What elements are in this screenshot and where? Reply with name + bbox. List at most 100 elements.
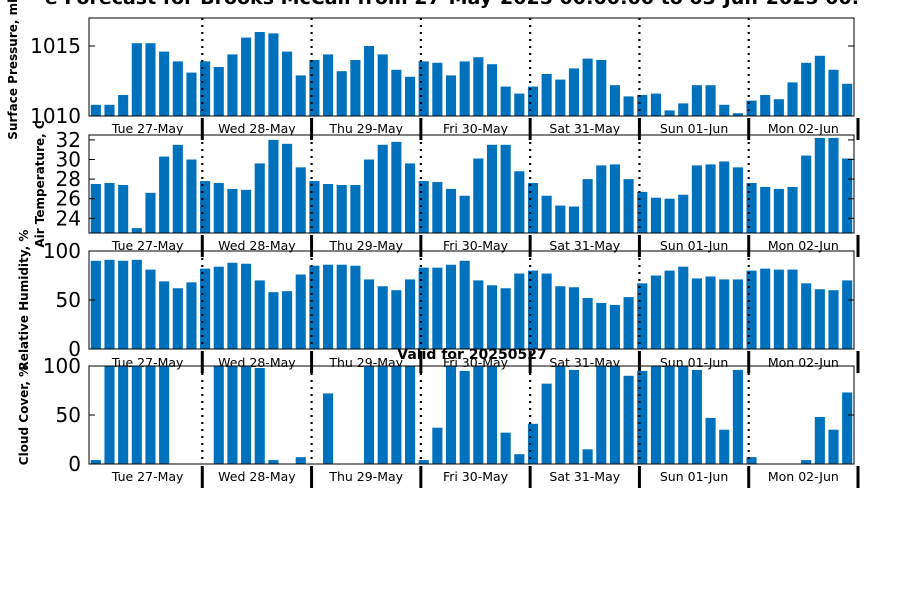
data-bar (241, 189, 252, 233)
y-tick-label: 50 (56, 288, 81, 312)
data-bar (650, 93, 661, 116)
data-bar (459, 260, 470, 349)
data-bar (350, 60, 361, 116)
data-bar (363, 366, 375, 464)
data-bar (814, 416, 825, 464)
data-bar (609, 304, 620, 349)
data-bar (842, 158, 853, 233)
data-bar (295, 167, 306, 233)
data-bar (732, 167, 743, 233)
data-bar (719, 429, 730, 464)
data-bar (637, 191, 648, 233)
data-bar (172, 144, 183, 233)
data-bar (801, 155, 812, 233)
data-bar (828, 137, 839, 233)
x-tick-label: Tue 27-May (111, 121, 184, 136)
y-axis-label: Air Temperature, C (33, 120, 47, 248)
data-bar (514, 454, 525, 464)
axes-frame (88, 17, 855, 117)
data-bar (623, 179, 634, 233)
data-bar (568, 206, 580, 233)
data-bar (596, 165, 607, 233)
data-bar (664, 366, 675, 464)
data-bar (227, 54, 238, 116)
data-bar (664, 270, 675, 349)
data-bar (705, 417, 716, 464)
data-bar (268, 460, 279, 464)
x-tick-label: Tue 27-May (111, 469, 184, 484)
data-bar (200, 268, 211, 349)
y-axis-label: Surface Pressure, mb (6, 0, 20, 140)
x-tick-label: Sun 01-Jun (660, 469, 728, 484)
data-bar (391, 290, 402, 349)
data-bar (391, 141, 402, 233)
data-bar (309, 181, 320, 233)
x-tick-label: Thu 29-May (328, 121, 403, 136)
data-bar (363, 159, 375, 233)
data-bar (773, 99, 784, 116)
data-bar (445, 366, 457, 464)
x-tick-label: Tue 27-May (111, 238, 184, 253)
data-bar (131, 228, 142, 233)
data-bar (664, 198, 675, 233)
data-bar (760, 95, 771, 116)
data-bar (691, 85, 702, 116)
data-bar (363, 46, 375, 116)
axes-frame (88, 134, 855, 234)
y-tick-label: 1015 (30, 34, 81, 58)
data-bar (131, 259, 142, 349)
data-bar (678, 103, 689, 116)
data-bar (363, 279, 375, 349)
data-bar (650, 197, 661, 233)
data-bar (323, 393, 334, 464)
panel-subtitle: Valid for 20250527 (397, 347, 546, 363)
data-bar (377, 54, 388, 116)
data-bar (295, 457, 306, 464)
data-bar (377, 144, 388, 233)
data-bar (145, 366, 156, 464)
data-bar (527, 270, 539, 349)
data-bar (596, 60, 607, 116)
data-bar (623, 375, 634, 464)
x-tick-label: Sat 31-May (549, 469, 620, 484)
data-bar (773, 269, 784, 349)
data-bar (282, 291, 293, 349)
data-bar (254, 32, 265, 116)
data-bar (719, 104, 730, 116)
data-bar (609, 366, 620, 464)
data-bar (186, 282, 197, 349)
data-bar (145, 192, 156, 233)
x-tick-label: Mon 02-Jun (768, 355, 839, 370)
data-bar (200, 61, 211, 116)
data-bar (732, 369, 743, 464)
data-bar (172, 288, 183, 349)
y-tick-label: 0 (68, 337, 81, 361)
data-bar (118, 95, 129, 116)
data-bar (350, 184, 361, 233)
data-bar (131, 366, 142, 464)
data-bar (104, 366, 115, 464)
data-bar (104, 183, 115, 233)
data-bar (801, 283, 812, 349)
panel-1: 1010 1015 Tue 27-May Wed 28-May Thu 29-May Fr… (6, 0, 860, 140)
data-bar (650, 366, 661, 464)
y-tick-label: 28 (56, 167, 81, 191)
data-bar (842, 280, 853, 349)
data-bar (172, 61, 183, 116)
data-bar (828, 290, 839, 349)
x-tick-label: Fri 30-May (443, 121, 509, 136)
data-bar (159, 51, 170, 116)
data-bar (623, 297, 634, 349)
data-bar (90, 260, 101, 349)
data-bar (514, 93, 525, 116)
data-bar (268, 292, 279, 349)
data-bar (555, 286, 566, 349)
data-bar (623, 96, 634, 116)
data-bar (678, 194, 689, 233)
data-bar (568, 287, 580, 349)
data-bar (527, 423, 539, 464)
data-bar (254, 367, 265, 464)
data-bar (418, 460, 429, 464)
panel-3: 0 50 100 Tue 27-May Wed 28-May Thu 29-May Fri … (17, 230, 860, 373)
data-bar (350, 265, 361, 349)
